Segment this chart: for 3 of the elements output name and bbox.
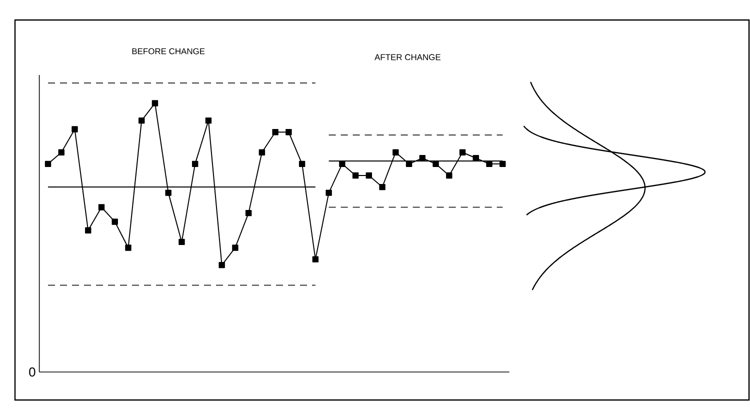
- text: AFTER CHANGE: [374, 54, 440, 60]
- text: 0: [29, 367, 36, 377]
- text: BEFORE CHANGE: [132, 48, 205, 54]
